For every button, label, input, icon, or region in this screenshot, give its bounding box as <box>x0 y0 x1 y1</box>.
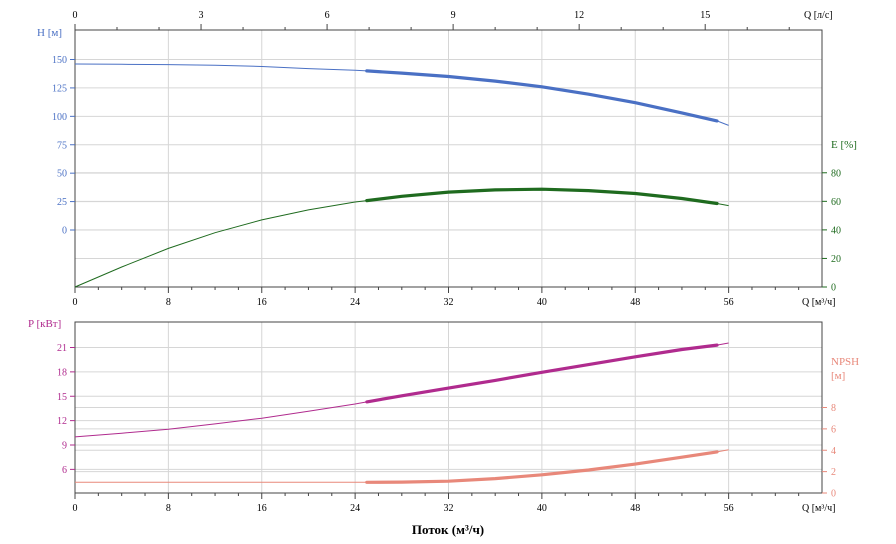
series-p-operating-range <box>365 343 719 404</box>
x-tick-label: 32 <box>444 297 454 308</box>
x-tick-label: 24 <box>350 297 360 308</box>
series-npsh-operating-range <box>365 450 719 484</box>
x-axis-label: Q [м³/ч] <box>802 503 836 514</box>
left-tick-label: 21 <box>57 343 67 354</box>
right-tick-label: 40 <box>831 225 841 236</box>
left-tick-label: 15 <box>57 392 67 403</box>
top-tick-label: 0 <box>73 10 78 21</box>
x-tick-label: 8 <box>166 503 171 514</box>
x-tick-label: 48 <box>630 297 640 308</box>
x-tick-label: 16 <box>257 297 267 308</box>
x-axis-label: Q [м³/ч] <box>802 297 836 308</box>
left-tick-label: 0 <box>62 226 67 237</box>
left-tick-label: 18 <box>57 367 67 378</box>
x-tick-label: 8 <box>166 297 171 308</box>
top-tick-label: 15 <box>700 10 710 21</box>
series-h-operating-range <box>365 69 719 123</box>
x-tick-label: 0 <box>73 503 78 514</box>
right-tick-label: 6 <box>831 424 836 435</box>
top-axis-label: Q [л/с] <box>804 10 833 21</box>
right-axis-label-e: E [%] <box>831 139 857 151</box>
series-e-operating-range <box>365 187 719 206</box>
left-tick-label: 125 <box>52 83 67 94</box>
right-tick-label: 2 <box>831 467 836 478</box>
right-tick-label: 60 <box>831 197 841 208</box>
top-tick-label: 6 <box>325 10 330 21</box>
x-tick-label: 48 <box>630 503 640 514</box>
right-axis-label-npsh-unit: [м] <box>831 370 845 382</box>
upper-chart: 0 8 16 24 32 40 48 56 Q [м³/ч] 0 3 6 9 12 15 Q [л/с] 0 25… <box>37 10 857 308</box>
left-tick-label: 25 <box>57 197 67 208</box>
series-e-line <box>74 188 729 288</box>
right-tick-label: 4 <box>831 446 836 457</box>
x-tick-label: 56 <box>724 503 734 514</box>
top-tick-label: 3 <box>199 10 204 21</box>
right-tick-label: 0 <box>831 283 836 294</box>
x-tick-label: 24 <box>350 503 360 514</box>
x-tick-label: 32 <box>444 503 454 514</box>
left-tick-label: 12 <box>57 416 67 427</box>
left-axis-label-h: H [м] <box>37 27 62 39</box>
left-axis-label-p: P [кВт] <box>28 318 61 330</box>
x-axis-title: Поток (м³/ч) <box>412 522 484 537</box>
right-tick-label: 8 <box>831 403 836 414</box>
x-tick-label: 0 <box>73 297 78 308</box>
x-tick-label: 16 <box>257 503 267 514</box>
left-tick-label: 9 <box>62 441 67 452</box>
x-tick-label: 56 <box>724 297 734 308</box>
right-axis-label-npsh: NPSH <box>831 356 859 368</box>
left-tick-label: 75 <box>57 140 67 151</box>
top-tick-label: 12 <box>574 10 584 21</box>
left-tick-label: 6 <box>62 465 67 476</box>
left-tick-label: 50 <box>57 169 67 180</box>
left-tick-label: 100 <box>52 112 67 123</box>
top-tick-label: 9 <box>451 10 456 21</box>
right-tick-label: 0 <box>831 489 836 500</box>
right-tick-label: 20 <box>831 254 841 265</box>
x-tick-label: 40 <box>537 503 547 514</box>
left-tick-label: 150 <box>52 55 67 66</box>
x-tick-label: 40 <box>537 297 547 308</box>
right-tick-label: 80 <box>831 168 841 179</box>
